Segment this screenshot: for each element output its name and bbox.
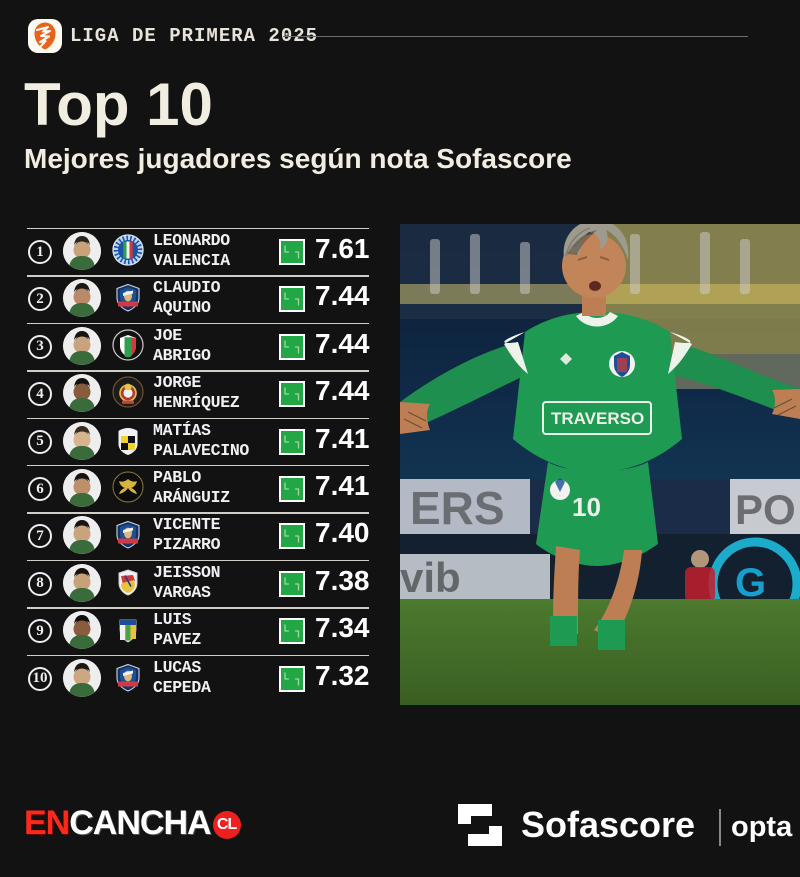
svg-text:G: G bbox=[735, 561, 766, 605]
svg-text:ERS: ERS bbox=[410, 482, 505, 534]
svg-text:vib: vib bbox=[400, 554, 461, 601]
svg-text:10: 10 bbox=[572, 492, 601, 522]
svg-text:PO: PO bbox=[735, 486, 796, 533]
svg-text:TRAVERSO: TRAVERSO bbox=[551, 409, 644, 428]
